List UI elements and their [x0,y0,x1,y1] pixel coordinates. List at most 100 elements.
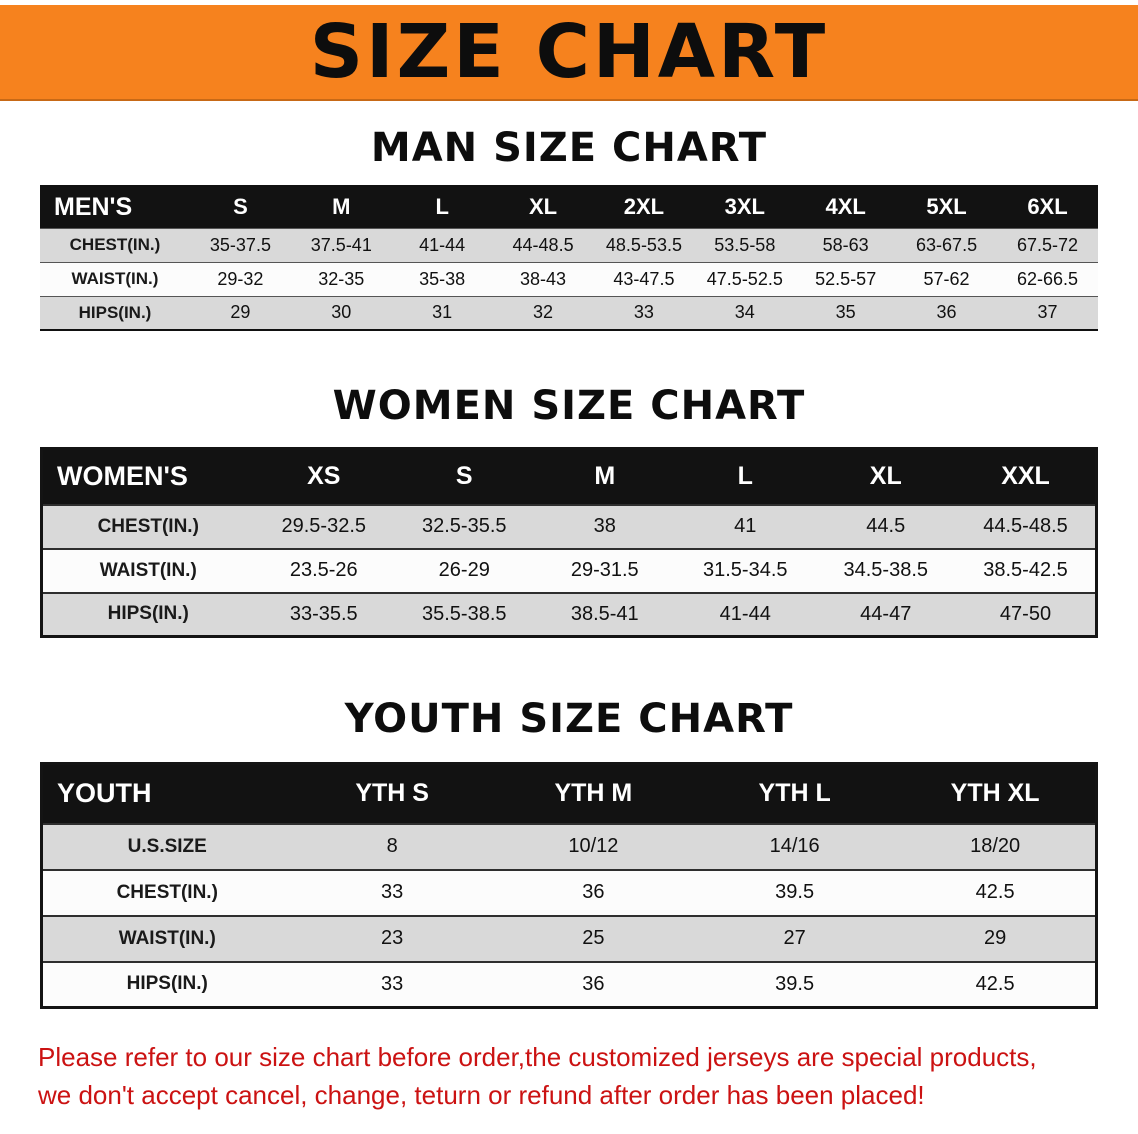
size-column-header: YTH S [291,763,493,824]
header-row: MEN'S S M L XL 2XL 3XL 4XL 5XL 6XL [40,186,1098,228]
size-value-cell: 26-29 [394,548,535,593]
size-value-cell: 44-48.5 [492,228,594,262]
table-row: WAIST(IN.) 23 25 27 29 [41,915,1097,962]
table-row: CHEST(IN.) 33 36 39.5 42.5 [41,869,1097,916]
table-row: HIPS(IN.) 33 36 39.5 42.5 [41,961,1097,1008]
row-label: CHEST(IN.) [41,504,254,549]
youth-size-chart-section: YOUTH SIZE CHART YOUTH YTH S YTH M YTH L YTH… [0,696,1138,1009]
size-value-cell: 30 [290,296,392,330]
size-value-cell: 31.5-34.5 [675,548,816,593]
size-value-cell: 8 [291,823,493,870]
size-value-cell: 38.5-41 [534,592,675,637]
header-row: WOMEN'S XS S M L XL XXL [41,448,1097,505]
youth-section-heading: YOUTH SIZE CHART [344,696,794,742]
size-value-cell: 42.5 [895,869,1097,916]
table-row: U.S.SIZE 8 10/12 14/16 18/20 [41,823,1097,870]
size-value-cell: 35.5-38.5 [394,592,535,637]
size-value-cell: 37.5-41 [290,228,392,262]
size-value-cell: 36 [492,961,694,1008]
size-value-cell: 44.5 [815,504,956,549]
table-label-header: YOUTH [41,763,292,824]
size-value-cell: 47-50 [956,592,1097,637]
table-row: WAIST(IN.) 23.5-26 26-29 29-31.5 31.5-34.5 34… [41,548,1097,593]
size-value-cell: 18/20 [895,823,1097,870]
size-value-cell: 32.5-35.5 [394,504,535,549]
size-column-header: XL [492,186,594,228]
table-row: CHEST(IN.) 29.5-32.5 32.5-35.5 38 41 44.5 44.5… [41,504,1097,549]
size-value-cell: 37 [997,296,1098,330]
row-label: WAIST(IN.) [41,915,292,962]
size-column-header: S [394,448,535,505]
size-value-cell: 25 [492,915,694,962]
table-row: WAIST(IN.) 29-32 32-35 35-38 38-43 43-47.5 47.… [40,262,1098,296]
size-value-cell: 43-47.5 [593,262,695,296]
disclaimer-line-1: Please refer to our size chart before or… [38,1042,1037,1072]
size-column-header: S [190,186,291,228]
size-column-header: L [391,186,493,228]
size-value-cell: 44-47 [815,592,956,637]
table-label-header: WOMEN'S [41,448,254,505]
women-size-chart-section: WOMEN SIZE CHART WOMEN'S XS S M L XL XXL CHEST(… [0,383,1138,638]
row-label: HIPS(IN.) [41,961,292,1008]
size-value-cell: 47.5-52.5 [694,262,796,296]
size-value-cell: 63-67.5 [896,228,997,262]
size-value-cell: 58-63 [795,228,897,262]
size-value-cell: 35 [795,296,897,330]
size-value-cell: 23 [291,915,493,962]
men-size-table: MEN'S S M L XL 2XL 3XL 4XL 5XL 6XL CHEST(IN.) 35-37… [40,185,1098,331]
size-value-cell: 44.5-48.5 [956,504,1097,549]
size-value-cell: 57-62 [896,262,997,296]
size-value-cell: 35-38 [391,262,493,296]
table-row: HIPS(IN.) 33-35.5 35.5-38.5 38.5-41 41-44 44-… [41,592,1097,637]
men-size-chart-section: MAN SIZE CHART MEN'S S M L XL 2XL 3XL 4XL 5XL 6XL… [0,125,1138,331]
size-value-cell: 53.5-58 [694,228,796,262]
table-row: HIPS(IN.) 29 30 31 32 33 34 35 36 37 [40,296,1098,330]
size-value-cell: 29 [895,915,1097,962]
size-column-header: M [290,186,392,228]
size-value-cell: 33 [593,296,695,330]
size-value-cell: 41-44 [391,228,493,262]
row-label: WAIST(IN.) [40,262,190,296]
size-column-header: 4XL [795,186,897,228]
size-value-cell: 34 [694,296,796,330]
size-value-cell: 36 [492,869,694,916]
size-value-cell: 38 [534,504,675,549]
table-row: CHEST(IN.) 35-37.5 37.5-41 41-44 44-48.5 48.5… [40,228,1098,262]
header-row: YOUTH YTH S YTH M YTH L YTH XL [41,763,1097,824]
size-value-cell: 38-43 [492,262,594,296]
size-value-cell: 14/16 [694,823,896,870]
size-column-header: L [675,448,816,505]
women-section-heading: WOMEN SIZE CHART [332,383,806,429]
size-value-cell: 29.5-32.5 [253,504,394,549]
size-value-cell: 10/12 [492,823,694,870]
size-value-cell: 32 [492,296,594,330]
row-label: CHEST(IN.) [41,869,292,916]
size-value-cell: 39.5 [694,961,896,1008]
youth-size-table: YOUTH YTH S YTH M YTH L YTH XL U.S.SIZE 8 10/12… [40,762,1098,1009]
row-label: WAIST(IN.) [41,548,254,593]
size-value-cell: 29 [190,296,291,330]
disclaimer-line-2: we don't accept cancel, change, teturn o… [38,1079,925,1110]
table-label-header: MEN'S [40,186,190,228]
size-value-cell: 33 [291,869,493,916]
size-value-cell: 52.5-57 [795,262,897,296]
size-value-cell: 29-31.5 [534,548,675,593]
size-value-cell: 32-35 [290,262,392,296]
size-value-cell: 31 [391,296,493,330]
size-value-cell: 42.5 [895,961,1097,1008]
size-value-cell: 41 [675,504,816,549]
size-value-cell: 48.5-53.5 [593,228,695,262]
size-column-header: 2XL [593,186,695,228]
size-value-cell: 29-32 [190,262,291,296]
size-value-cell: 41-44 [675,592,816,637]
size-column-header: 6XL [997,186,1098,228]
size-value-cell: 62-66.5 [997,262,1098,296]
banner: SIZE CHART [0,5,1138,101]
size-value-cell: 34.5-38.5 [815,548,956,593]
size-value-cell: 33 [291,961,493,1008]
size-column-header: XL [815,448,956,505]
row-label: HIPS(IN.) [40,296,190,330]
row-label: HIPS(IN.) [41,592,254,637]
row-label: U.S.SIZE [41,823,292,870]
size-column-header: XS [253,448,394,505]
